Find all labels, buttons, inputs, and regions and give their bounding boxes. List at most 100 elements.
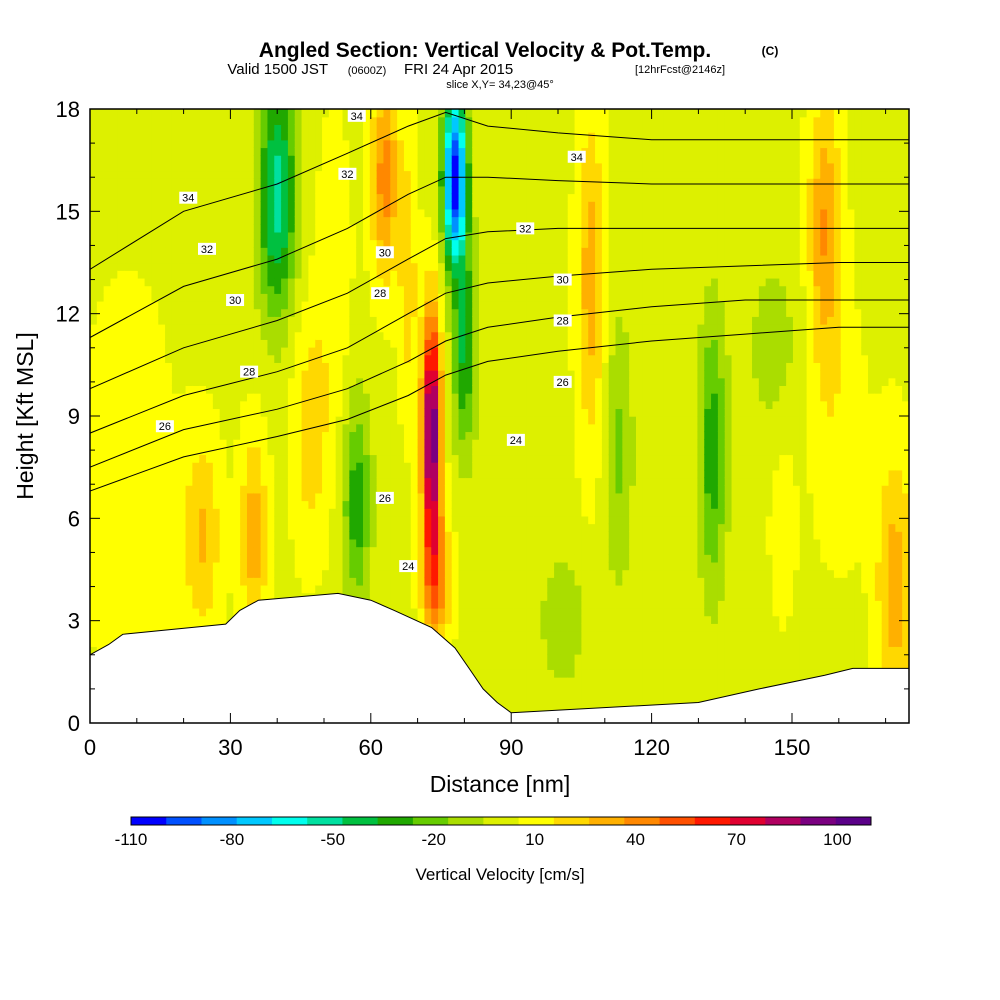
heatmap-cell bbox=[322, 254, 330, 264]
heatmap-cell bbox=[376, 431, 385, 440]
heatmap-cell bbox=[130, 239, 139, 248]
heatmap-cell bbox=[492, 653, 501, 663]
heatmap-cell bbox=[117, 554, 125, 563]
heatmap-cell bbox=[185, 124, 194, 133]
heatmap-cell bbox=[192, 531, 200, 540]
heatmap-cell bbox=[260, 178, 269, 187]
heatmap-cell bbox=[444, 339, 453, 348]
heatmap-cell bbox=[124, 216, 132, 225]
heatmap-cell bbox=[499, 308, 508, 317]
heatmap-cell bbox=[438, 178, 446, 187]
heatmap-cell bbox=[240, 592, 248, 601]
heatmap-cell bbox=[417, 293, 426, 302]
heatmap-cell bbox=[144, 462, 153, 471]
heatmap-cell bbox=[308, 231, 316, 241]
heatmap-cell bbox=[451, 446, 460, 456]
heatmap-cell bbox=[356, 208, 364, 218]
heatmap-cell bbox=[287, 231, 296, 241]
heatmap-cell bbox=[144, 132, 153, 141]
heatmap-cell bbox=[438, 523, 446, 532]
heatmap-cell bbox=[431, 569, 439, 578]
heatmap-cell bbox=[479, 439, 487, 448]
heatmap-cell bbox=[301, 139, 310, 149]
heatmap-cell bbox=[246, 185, 255, 195]
heatmap-cell bbox=[376, 162, 385, 172]
heatmap-cell bbox=[506, 630, 514, 640]
heatmap-cell bbox=[158, 569, 166, 578]
heatmap-cell bbox=[363, 377, 371, 386]
heatmap-cell bbox=[185, 185, 194, 195]
heatmap-cell bbox=[117, 600, 125, 609]
heatmap-cell bbox=[465, 577, 473, 586]
heatmap-cell bbox=[206, 254, 214, 264]
heatmap-cell bbox=[246, 316, 255, 325]
heatmap-cell bbox=[438, 615, 446, 624]
heatmap-cell bbox=[219, 485, 228, 494]
heatmap-cell bbox=[281, 216, 289, 225]
heatmap-cell bbox=[397, 531, 405, 540]
heatmap-cell bbox=[444, 178, 453, 187]
heatmap-cell bbox=[397, 485, 405, 494]
heatmap-cell bbox=[444, 277, 453, 287]
heatmap-cell bbox=[485, 431, 494, 440]
heatmap-cell bbox=[219, 124, 228, 133]
heatmap-cell bbox=[110, 331, 118, 340]
heatmap-cell bbox=[335, 208, 344, 218]
heatmap-cell bbox=[110, 170, 118, 179]
heatmap-cell bbox=[485, 485, 494, 494]
heatmap-cell bbox=[301, 554, 310, 563]
heatmap-cell bbox=[192, 300, 200, 310]
heatmap-cell bbox=[356, 132, 364, 141]
heatmap-cell bbox=[349, 423, 357, 433]
heatmap-cell bbox=[363, 469, 371, 479]
heatmap-cell bbox=[110, 523, 118, 532]
heatmap-cell bbox=[485, 661, 494, 670]
heatmap-cell bbox=[376, 423, 385, 433]
heatmap-cell bbox=[165, 462, 173, 471]
heatmap-cell bbox=[267, 385, 275, 394]
heatmap-cell bbox=[369, 124, 378, 133]
heatmap-cell bbox=[110, 477, 118, 486]
heatmap-cell bbox=[479, 270, 487, 279]
heatmap-cell bbox=[390, 385, 398, 394]
heatmap-cell bbox=[246, 216, 255, 225]
heatmap-cell bbox=[294, 538, 303, 548]
heatmap-cell bbox=[479, 331, 487, 340]
heatmap-cell bbox=[212, 385, 221, 394]
heatmap-cell bbox=[253, 339, 262, 348]
heatmap-cell bbox=[144, 569, 153, 578]
heatmap-cell bbox=[506, 469, 514, 479]
heatmap-cell bbox=[206, 462, 214, 471]
heatmap-cell bbox=[253, 162, 262, 172]
heatmap-cell bbox=[144, 446, 153, 456]
heatmap-cell bbox=[308, 193, 316, 202]
heatmap-cell bbox=[513, 684, 521, 693]
heatmap-cell bbox=[246, 385, 255, 394]
heatmap-cell bbox=[260, 446, 269, 456]
heatmap-cell bbox=[185, 569, 194, 578]
heatmap-cell bbox=[465, 147, 473, 156]
heatmap-cell bbox=[397, 523, 405, 532]
heatmap-cell bbox=[267, 170, 275, 179]
heatmap-cell bbox=[287, 477, 296, 486]
heatmap-cell bbox=[294, 216, 303, 225]
heatmap-cell bbox=[226, 124, 235, 133]
heatmap-cell bbox=[206, 270, 214, 279]
heatmap-cell bbox=[96, 139, 105, 149]
heatmap-cell bbox=[390, 538, 398, 548]
heatmap-cell bbox=[178, 469, 187, 479]
heatmap-cell bbox=[246, 423, 255, 433]
heatmap-cell bbox=[308, 139, 316, 149]
heatmap-cell bbox=[403, 109, 412, 118]
heatmap-cell bbox=[96, 554, 105, 563]
heatmap-cell bbox=[253, 285, 262, 294]
heatmap-cell bbox=[130, 477, 139, 486]
heatmap-cell bbox=[226, 385, 235, 394]
heatmap-cell bbox=[376, 170, 385, 179]
heatmap-cell bbox=[424, 392, 432, 402]
heatmap-cell bbox=[342, 139, 351, 149]
heatmap-cell bbox=[410, 523, 419, 532]
heatmap-cell bbox=[485, 408, 494, 417]
heatmap-cell bbox=[287, 162, 296, 172]
heatmap-cell bbox=[246, 462, 255, 471]
